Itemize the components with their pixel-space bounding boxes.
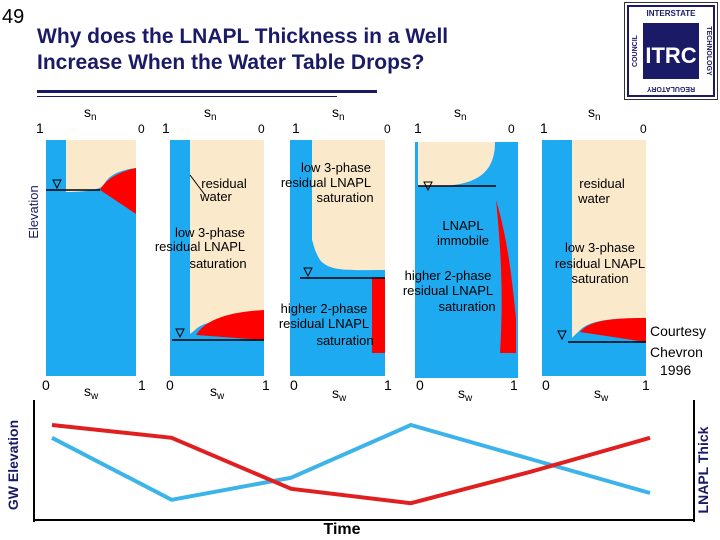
panel-annotations: residual water low 3-phase residual LNAP… <box>155 160 706 378</box>
low3-label-b1: low 3-phase <box>301 160 371 175</box>
low3-label-c1: low 3-phase <box>565 240 635 255</box>
sn-one-3: 1 <box>292 120 300 136</box>
gw-elevation-axis-label: GW Elevation <box>5 420 21 510</box>
higher-label-a1: higher 2-phase <box>281 301 368 316</box>
sw-zero-3: 0 <box>290 377 298 393</box>
title-line-1: Why does the LNAPL Thickness in a Well <box>37 25 449 48</box>
lnapl-zone <box>496 200 516 353</box>
residual-water-label-1: residual <box>201 176 247 191</box>
sw-one-4: 1 <box>510 377 518 393</box>
sn-one-2: 1 <box>162 120 170 136</box>
panel-1 <box>46 140 136 376</box>
logo-text-bottom: REGULATORY <box>647 85 695 92</box>
water-table-icon <box>423 181 433 192</box>
sn-label-3: sn <box>332 104 345 123</box>
water-table-icon <box>175 328 185 339</box>
credit-label-1: Courtesy <box>650 323 706 339</box>
sw-zero-4: 0 <box>416 377 424 393</box>
low3-label-a3: saturation <box>189 256 246 271</box>
sw-one-1: 1 <box>138 377 146 393</box>
res-water-label-b1: residual <box>579 176 625 191</box>
higher-label-a2: residual LNAPL <box>279 316 369 331</box>
itrc-logo: INTERSTATE REGULATORY COUNCIL TECHNOLOGY… <box>624 2 718 100</box>
low3-label-c3: saturation <box>571 271 628 286</box>
credit-label-3: 1996 <box>660 362 691 378</box>
panel-3 <box>290 140 385 376</box>
sn-one-4: 1 <box>414 120 422 136</box>
low3-label-c2: residual LNAPL <box>555 256 645 271</box>
lnapl-zone <box>196 310 264 340</box>
credit-label-2: Chevron <box>650 344 703 360</box>
panel-5 <box>542 140 646 376</box>
low3-label-b2: residual LNAPL <box>281 175 371 190</box>
sn-zero-5: 0 <box>640 122 647 136</box>
higher-label-b2: residual LNAPL <box>403 283 493 298</box>
lnapl-zone <box>100 168 136 214</box>
immobile-label-2: immobile <box>437 233 489 248</box>
slide-title: Why does the LNAPL Thickness in a Well I… <box>37 24 597 76</box>
air-zone <box>190 140 264 334</box>
sw-zero-5: 0 <box>542 377 550 393</box>
sn-label-2: sn <box>204 104 217 123</box>
title-line-2: Increase When the Water Table Drops? <box>37 51 425 74</box>
itrc-logo-graphic: INTERSTATE REGULATORY COUNCIL TECHNOLOGY… <box>627 5 715 97</box>
low3-label-a2: residual LNAPL <box>155 239 245 254</box>
panel-2 <box>170 140 264 376</box>
water-table-icon <box>52 179 62 190</box>
air-zone <box>572 140 646 338</box>
sn-axis-labels: 1 sn 0 1 sn 0 1 sn 0 1 sn 0 1 sn 0 <box>36 104 647 136</box>
sn-one-1: 1 <box>36 120 44 136</box>
water-table-icon <box>557 330 567 341</box>
panel-4 <box>415 142 518 378</box>
low3-label-a1: low 3-phase <box>175 225 245 240</box>
low3-label-b3: saturation <box>316 190 373 205</box>
sn-one-5: 1 <box>540 120 548 136</box>
higher-label-b1: higher 2-phase <box>405 268 492 283</box>
lnapl-zone <box>372 278 385 353</box>
logo-monogram: ITRC <box>645 43 696 68</box>
elevation-axis-label: Elevation <box>26 185 41 238</box>
residual-water-label-2: water <box>199 189 232 204</box>
sw-zero-2: 0 <box>166 377 174 393</box>
sn-label-1: sn <box>84 104 97 123</box>
logo-text-top: INTERSTATE <box>646 9 696 18</box>
logo-text-left: COUNCIL <box>632 34 639 67</box>
air-zone <box>418 142 495 186</box>
lnapl-zone <box>580 318 646 342</box>
sn-zero-3: 0 <box>384 122 391 136</box>
immobile-label-1: LNAPL <box>442 218 483 233</box>
title-rule-thin <box>37 96 337 97</box>
pointer-line <box>189 174 206 196</box>
logo-text-right: TECHNOLOGY <box>705 26 712 76</box>
sn-label-4: sn <box>454 104 467 123</box>
time-axis-label: Time <box>323 521 360 538</box>
air-zone <box>66 140 136 192</box>
sw-label-5: sw <box>594 385 609 404</box>
sw-one-3: 1 <box>384 377 392 393</box>
air-zone <box>312 140 385 271</box>
sn-label-5: sn <box>588 104 601 123</box>
sw-label-1: sw <box>84 383 99 402</box>
sn-zero-2: 0 <box>258 122 265 136</box>
higher-label-a3: saturation <box>316 333 373 348</box>
title-rule <box>37 90 377 93</box>
lnapl-thick-axis-label: LNAPL Thick <box>695 426 711 513</box>
sw-one-2: 1 <box>262 377 270 393</box>
higher-label-b3: saturation <box>438 299 495 314</box>
time-chart: Time <box>33 400 695 538</box>
sw-axis-labels: 0 sw 1 0 sw 1 0 sw 1 0 sw 1 0 sw 1 <box>42 377 650 404</box>
sw-label-4: sw <box>458 385 473 404</box>
sn-zero-1: 0 <box>138 122 145 136</box>
sw-label-2: sw <box>210 383 225 402</box>
lnapl-thick-series <box>51 423 651 506</box>
sw-zero-1: 0 <box>42 377 50 393</box>
sw-one-5: 1 <box>642 377 650 393</box>
slide-number: 49 <box>2 6 25 28</box>
sn-zero-4: 0 <box>508 122 515 136</box>
res-water-label-b2: water <box>577 191 610 206</box>
water-table-icon <box>303 267 313 278</box>
sw-label-3: sw <box>332 385 347 404</box>
